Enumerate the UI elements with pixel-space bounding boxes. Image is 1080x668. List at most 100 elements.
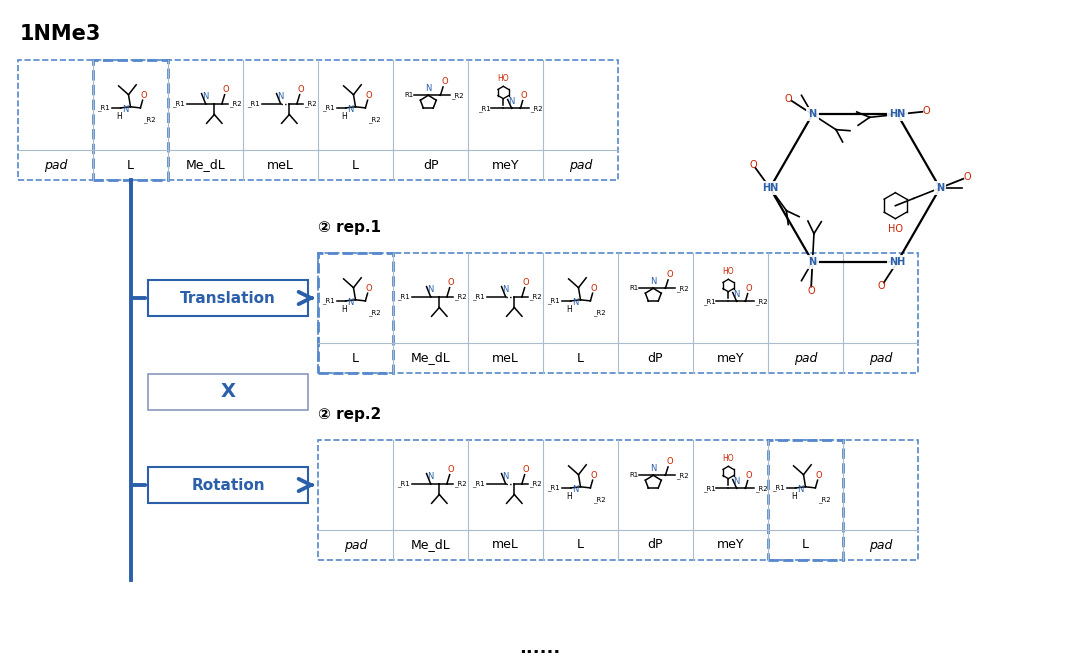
Text: meL: meL bbox=[492, 538, 518, 552]
Text: O: O bbox=[807, 286, 814, 295]
Text: L: L bbox=[577, 538, 584, 552]
Text: O: O bbox=[666, 457, 673, 466]
Text: _R1: _R1 bbox=[472, 293, 485, 300]
Text: N: N bbox=[428, 472, 434, 481]
Text: O: O bbox=[591, 283, 597, 293]
Text: N: N bbox=[809, 110, 816, 120]
Text: O: O bbox=[441, 77, 448, 86]
Text: O: O bbox=[521, 91, 527, 100]
Text: HO: HO bbox=[498, 74, 509, 84]
Text: _R2: _R2 bbox=[529, 480, 542, 487]
Text: _R2: _R2 bbox=[144, 117, 157, 124]
Text: HO: HO bbox=[723, 454, 734, 464]
Text: _R1: _R1 bbox=[397, 480, 409, 487]
Text: _R1: _R1 bbox=[703, 485, 716, 492]
Text: _R2: _R2 bbox=[455, 480, 468, 487]
Text: _R2: _R2 bbox=[368, 117, 381, 124]
Text: pad: pad bbox=[569, 158, 592, 172]
Text: N: N bbox=[809, 257, 816, 267]
Text: O: O bbox=[750, 160, 757, 170]
Text: N: N bbox=[202, 92, 208, 101]
Text: N: N bbox=[502, 285, 509, 294]
Bar bbox=[148, 280, 308, 316]
Text: R1: R1 bbox=[629, 472, 638, 478]
Text: _R1: _R1 bbox=[548, 484, 559, 491]
Text: H: H bbox=[341, 305, 348, 315]
Text: O: O bbox=[222, 85, 229, 94]
Bar bbox=[93, 60, 168, 180]
Text: Me_dL: Me_dL bbox=[410, 351, 450, 365]
Text: _R1: _R1 bbox=[548, 297, 559, 305]
Text: _R2: _R2 bbox=[676, 285, 689, 292]
Text: N: N bbox=[571, 297, 578, 307]
Bar bbox=[148, 467, 308, 503]
Text: _R1: _R1 bbox=[397, 293, 409, 300]
Bar bbox=[318, 253, 918, 373]
Text: meL: meL bbox=[492, 351, 518, 365]
Text: _R1: _R1 bbox=[472, 480, 485, 487]
Text: NH: NH bbox=[889, 257, 906, 267]
Text: HN: HN bbox=[761, 183, 778, 193]
Bar bbox=[768, 440, 843, 560]
Text: O: O bbox=[745, 284, 752, 293]
Text: _R2: _R2 bbox=[755, 298, 768, 305]
Text: O: O bbox=[922, 106, 930, 116]
Text: pad: pad bbox=[868, 538, 892, 552]
Text: meL: meL bbox=[267, 158, 294, 172]
Text: ......: ...... bbox=[519, 639, 561, 657]
Text: N: N bbox=[733, 290, 740, 299]
Text: pad: pad bbox=[868, 351, 892, 365]
Text: _R2: _R2 bbox=[676, 472, 689, 479]
Text: pad: pad bbox=[343, 538, 367, 552]
Text: _R1: _R1 bbox=[322, 297, 335, 305]
Text: N: N bbox=[571, 484, 578, 494]
Text: O: O bbox=[447, 278, 455, 287]
Text: N: N bbox=[347, 297, 353, 307]
Text: O: O bbox=[140, 91, 147, 100]
Text: L: L bbox=[577, 351, 584, 365]
Text: N: N bbox=[502, 472, 509, 481]
Text: L: L bbox=[352, 158, 359, 172]
Text: meY: meY bbox=[491, 158, 519, 172]
Text: N: N bbox=[428, 285, 434, 294]
Text: N: N bbox=[426, 84, 432, 93]
Text: H: H bbox=[341, 112, 348, 122]
Text: _R2: _R2 bbox=[594, 497, 606, 504]
Text: _R2: _R2 bbox=[368, 310, 381, 317]
Text: O: O bbox=[365, 283, 372, 293]
Text: L: L bbox=[802, 538, 809, 552]
Text: _R2: _R2 bbox=[530, 105, 543, 112]
Text: _R1: _R1 bbox=[172, 100, 185, 107]
Text: pad: pad bbox=[44, 158, 67, 172]
Text: O: O bbox=[447, 465, 455, 474]
Text: R1: R1 bbox=[404, 92, 414, 98]
Text: Translation: Translation bbox=[180, 291, 275, 305]
Text: O: O bbox=[666, 270, 673, 279]
Text: _R2: _R2 bbox=[455, 293, 468, 300]
Text: X: X bbox=[220, 382, 235, 401]
Text: N: N bbox=[278, 92, 284, 101]
Text: O: O bbox=[784, 94, 792, 104]
Text: O: O bbox=[745, 471, 752, 480]
Text: N: N bbox=[650, 464, 657, 473]
Text: H: H bbox=[567, 492, 572, 501]
Text: _R2: _R2 bbox=[229, 100, 242, 107]
Text: N: N bbox=[733, 477, 740, 486]
Bar bbox=[318, 253, 393, 373]
Text: HN: HN bbox=[889, 110, 906, 120]
Text: L: L bbox=[352, 351, 359, 365]
Text: O: O bbox=[365, 91, 372, 100]
Bar bbox=[318, 440, 918, 560]
Text: _R1: _R1 bbox=[772, 484, 785, 491]
Text: O: O bbox=[591, 470, 597, 480]
Text: Me_dL: Me_dL bbox=[186, 158, 226, 172]
Text: HO: HO bbox=[888, 224, 903, 234]
Text: _R1: _R1 bbox=[703, 298, 716, 305]
Text: N: N bbox=[347, 104, 353, 114]
Text: _R1: _R1 bbox=[247, 100, 260, 107]
Text: 1NMe3: 1NMe3 bbox=[21, 24, 102, 44]
Text: N: N bbox=[509, 97, 515, 106]
Text: meY: meY bbox=[717, 351, 744, 365]
Text: O: O bbox=[878, 281, 886, 291]
Text: O: O bbox=[523, 465, 529, 474]
